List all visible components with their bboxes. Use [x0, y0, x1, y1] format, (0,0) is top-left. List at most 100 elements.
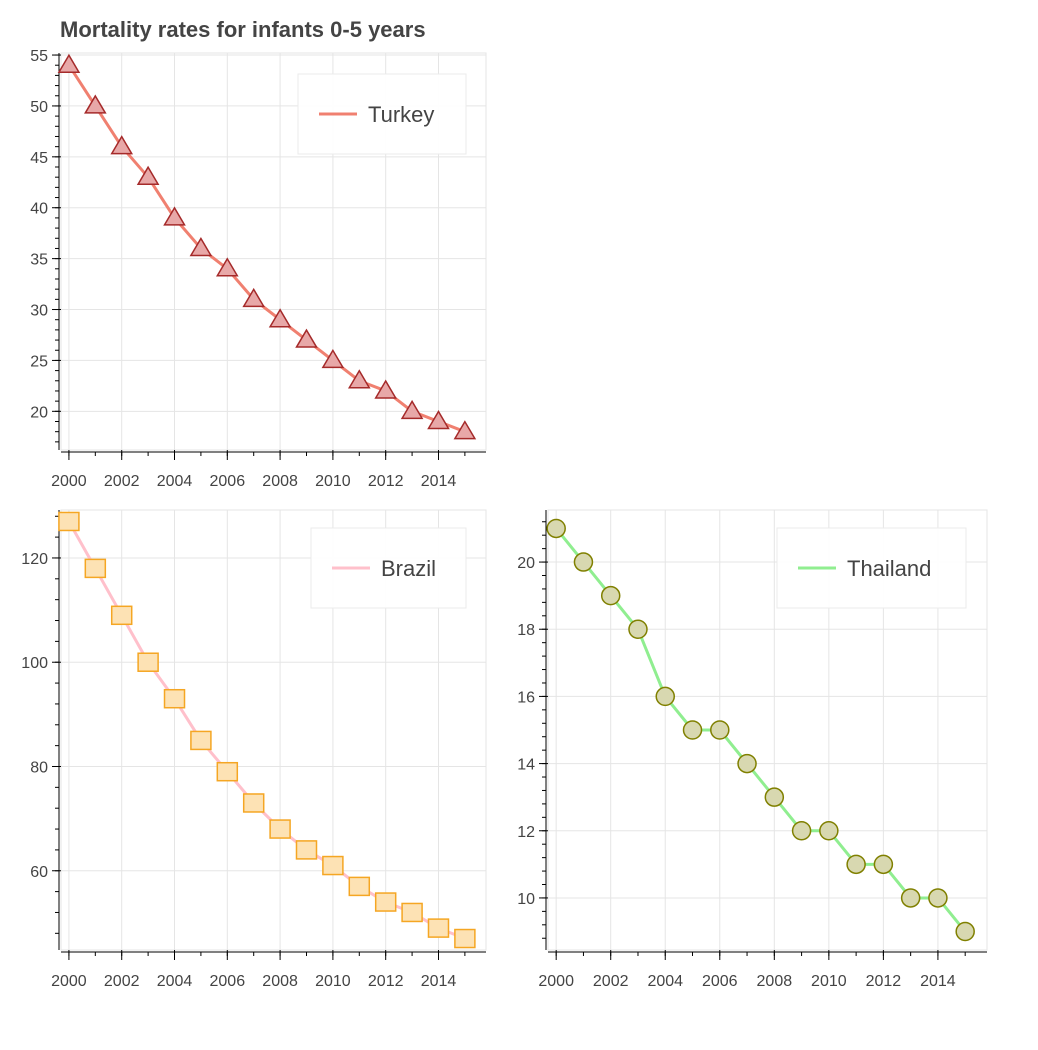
data-point — [400, 399, 424, 420]
data-point — [374, 892, 397, 912]
data-point — [321, 348, 345, 369]
x-tick-label: 2010 — [315, 973, 351, 990]
x-tick-label: 2012 — [368, 973, 404, 990]
panel-brazil: 2000 2002 2004 2006 2008 2010 2012 2014 60 80 100 1… — [21, 509, 487, 990]
y-tick-label: 50 — [30, 99, 48, 116]
data-point — [928, 888, 948, 908]
data-point — [347, 369, 371, 389]
data-point — [136, 165, 160, 185]
y-tick-label: 35 — [30, 252, 48, 269]
y-tick-label: 10 — [517, 891, 535, 908]
legend-label-thailand: Thailand — [847, 556, 931, 581]
x-tick-label: 2008 — [262, 473, 298, 490]
series-line-thailand — [555, 527, 967, 933]
data-point — [268, 308, 292, 328]
data-point — [242, 793, 265, 813]
y-tick-label: 25 — [30, 353, 48, 370]
data-point — [427, 410, 450, 430]
x-tick-label: 2000 — [538, 973, 574, 990]
y-tick-label: 18 — [517, 622, 535, 639]
x-tick-label: 2008 — [757, 973, 793, 990]
data-point — [190, 730, 212, 751]
data-point — [791, 821, 812, 841]
data-point — [453, 420, 477, 440]
x-tick-label: 2004 — [157, 473, 193, 490]
y-tick-label: 60 — [30, 864, 48, 881]
data-point — [295, 840, 318, 860]
data-point — [655, 686, 675, 707]
data-point — [215, 257, 239, 277]
y-tick-label: 120 — [21, 551, 48, 568]
y-tick-label: 16 — [517, 689, 535, 706]
data-point — [819, 821, 839, 841]
y-tick-label: 100 — [21, 655, 48, 672]
x-tick-label: 2002 — [593, 973, 629, 990]
y-tick-label: 40 — [30, 201, 48, 218]
data-point — [710, 720, 730, 740]
x-tick-label: 2012 — [866, 973, 902, 990]
data-point — [216, 761, 239, 782]
x-tick-label: 2014 — [421, 473, 457, 490]
x-tick-label: 2002 — [104, 973, 140, 990]
chart-title: Mortality rates for infants 0-5 years — [60, 17, 426, 42]
data-point — [573, 552, 594, 572]
data-point — [628, 619, 648, 639]
data-point — [322, 855, 344, 876]
legend-label-turkey: Turkey — [368, 102, 434, 127]
data-point — [110, 135, 134, 155]
x-tick-label: 2004 — [157, 973, 193, 990]
plot-area-brazil — [60, 509, 487, 951]
x-tick-label: 2008 — [262, 973, 298, 990]
x-tick-label: 2010 — [811, 973, 847, 990]
x-tick-label: 2004 — [647, 973, 683, 990]
y-tick-label: 20 — [30, 404, 48, 421]
data-point — [427, 918, 450, 938]
y-tick-label: 55 — [30, 48, 48, 65]
data-point — [955, 921, 975, 942]
plot-area-thailand — [547, 509, 988, 951]
x-tick-label: 2006 — [210, 473, 246, 490]
x-tick-label: 2000 — [51, 473, 87, 490]
y-tick-label: 45 — [30, 150, 48, 167]
data-point — [348, 876, 371, 897]
data-point — [682, 720, 703, 740]
plot-area-turkey — [60, 52, 487, 451]
y-tick-label: 14 — [517, 757, 535, 774]
data-point — [163, 688, 186, 709]
y-tick-label: 20 — [517, 555, 535, 572]
data-point — [242, 287, 266, 308]
data-point — [189, 236, 213, 257]
x-tick-label: 2014 — [920, 973, 956, 990]
y-tick-label: 12 — [517, 824, 535, 841]
x-tick-label: 2006 — [702, 973, 738, 990]
data-point — [846, 854, 866, 875]
data-point — [84, 558, 107, 579]
data-point — [737, 753, 757, 774]
data-point — [873, 854, 894, 875]
data-point — [454, 928, 476, 949]
data-point — [84, 94, 107, 114]
panel-thailand: 2000 2002 2004 2006 2008 2010 2012 2014 10 12 14 16… — [517, 509, 988, 990]
x-tick-label: 2012 — [368, 473, 404, 490]
data-point — [546, 518, 566, 539]
data-point — [163, 206, 186, 226]
data-point — [401, 902, 423, 923]
x-tick-label: 2002 — [104, 473, 140, 490]
y-tick-label: 80 — [30, 759, 48, 776]
data-point — [110, 605, 133, 626]
data-point — [269, 819, 291, 839]
data-point — [764, 787, 785, 807]
data-point — [58, 511, 80, 532]
legend-label-brazil: Brazil — [381, 556, 436, 581]
y-tick-label: 30 — [30, 303, 48, 320]
x-tick-label: 2010 — [315, 473, 351, 490]
series-line-turkey — [67, 64, 466, 434]
data-point — [295, 328, 318, 348]
data-point — [900, 888, 921, 908]
panel-turkey: 2000 2002 2004 2006 2008 2010 2012 2014 20 25 30 35… — [30, 48, 487, 490]
x-tick-label: 2000 — [51, 973, 87, 990]
x-tick-label: 2006 — [210, 973, 246, 990]
data-point — [137, 652, 159, 672]
x-tick-label: 2014 — [421, 973, 457, 990]
data-point — [600, 585, 621, 606]
